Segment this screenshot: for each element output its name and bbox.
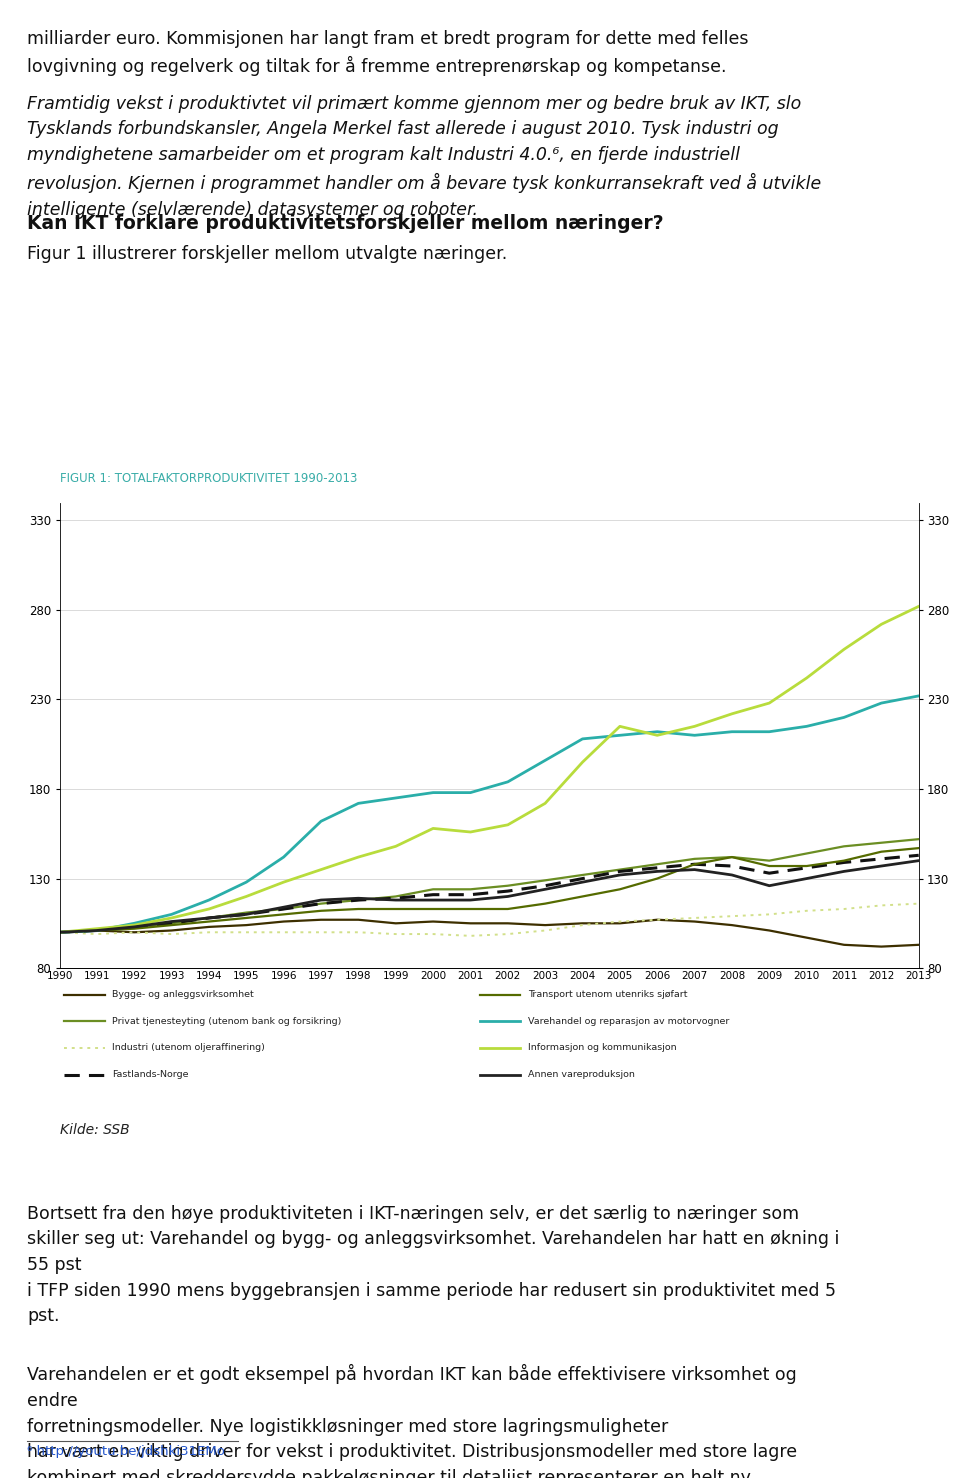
Text: Figur 1 illustrerer forskjeller mellom utvalgte næringer.: Figur 1 illustrerer forskjeller mellom u…	[27, 245, 507, 263]
Text: Bygge- og anleggsvirksomhet: Bygge- og anleggsvirksomhet	[112, 990, 254, 999]
Text: Annen vareproduksjon: Annen vareproduksjon	[528, 1070, 635, 1079]
Text: Transport utenom utenriks sjøfart: Transport utenom utenriks sjøfart	[528, 990, 687, 999]
Text: ⁶ http://youtu.be/jdshki31EMo: ⁶ http://youtu.be/jdshki31EMo	[27, 1445, 225, 1459]
Text: Informasjon og kommunikasjon: Informasjon og kommunikasjon	[528, 1043, 677, 1052]
Text: milliarder euro. Kommisjonen har langt fram et bredt program for dette med felle: milliarder euro. Kommisjonen har langt f…	[27, 30, 749, 77]
Text: Framtidig vekst i produktivtet vil primært komme gjennom mer og bedre bruk av IK: Framtidig vekst i produktivtet vil primæ…	[27, 95, 821, 219]
Text: Privat tjenesteyting (utenom bank og forsikring): Privat tjenesteyting (utenom bank og for…	[112, 1017, 342, 1026]
Text: Bortsett fra den høye produktiviteten i IKT-næringen selv, er det særlig to næri: Bortsett fra den høye produktiviteten i …	[27, 1205, 839, 1326]
Text: Industri (utenom oljeraffinering): Industri (utenom oljeraffinering)	[112, 1043, 265, 1052]
Text: Kilde: SSB: Kilde: SSB	[60, 1123, 130, 1137]
Text: Varehandel og reparasjon av motorvogner: Varehandel og reparasjon av motorvogner	[528, 1017, 730, 1026]
Text: Kan IKT forklare produktivitetsforskjeller mellom næringer?: Kan IKT forklare produktivitetsforskjell…	[27, 214, 663, 234]
Text: Varehandelen er et godt eksempel på hvordan IKT kan både effektivisere virksomhe: Varehandelen er et godt eksempel på hvor…	[27, 1364, 797, 1478]
Text: FIGUR 1: TOTALFAKTORPRODUKTIVITET 1990-2013: FIGUR 1: TOTALFAKTORPRODUKTIVITET 1990-2…	[60, 471, 357, 485]
Text: Fastlands-Norge: Fastlands-Norge	[112, 1070, 189, 1079]
